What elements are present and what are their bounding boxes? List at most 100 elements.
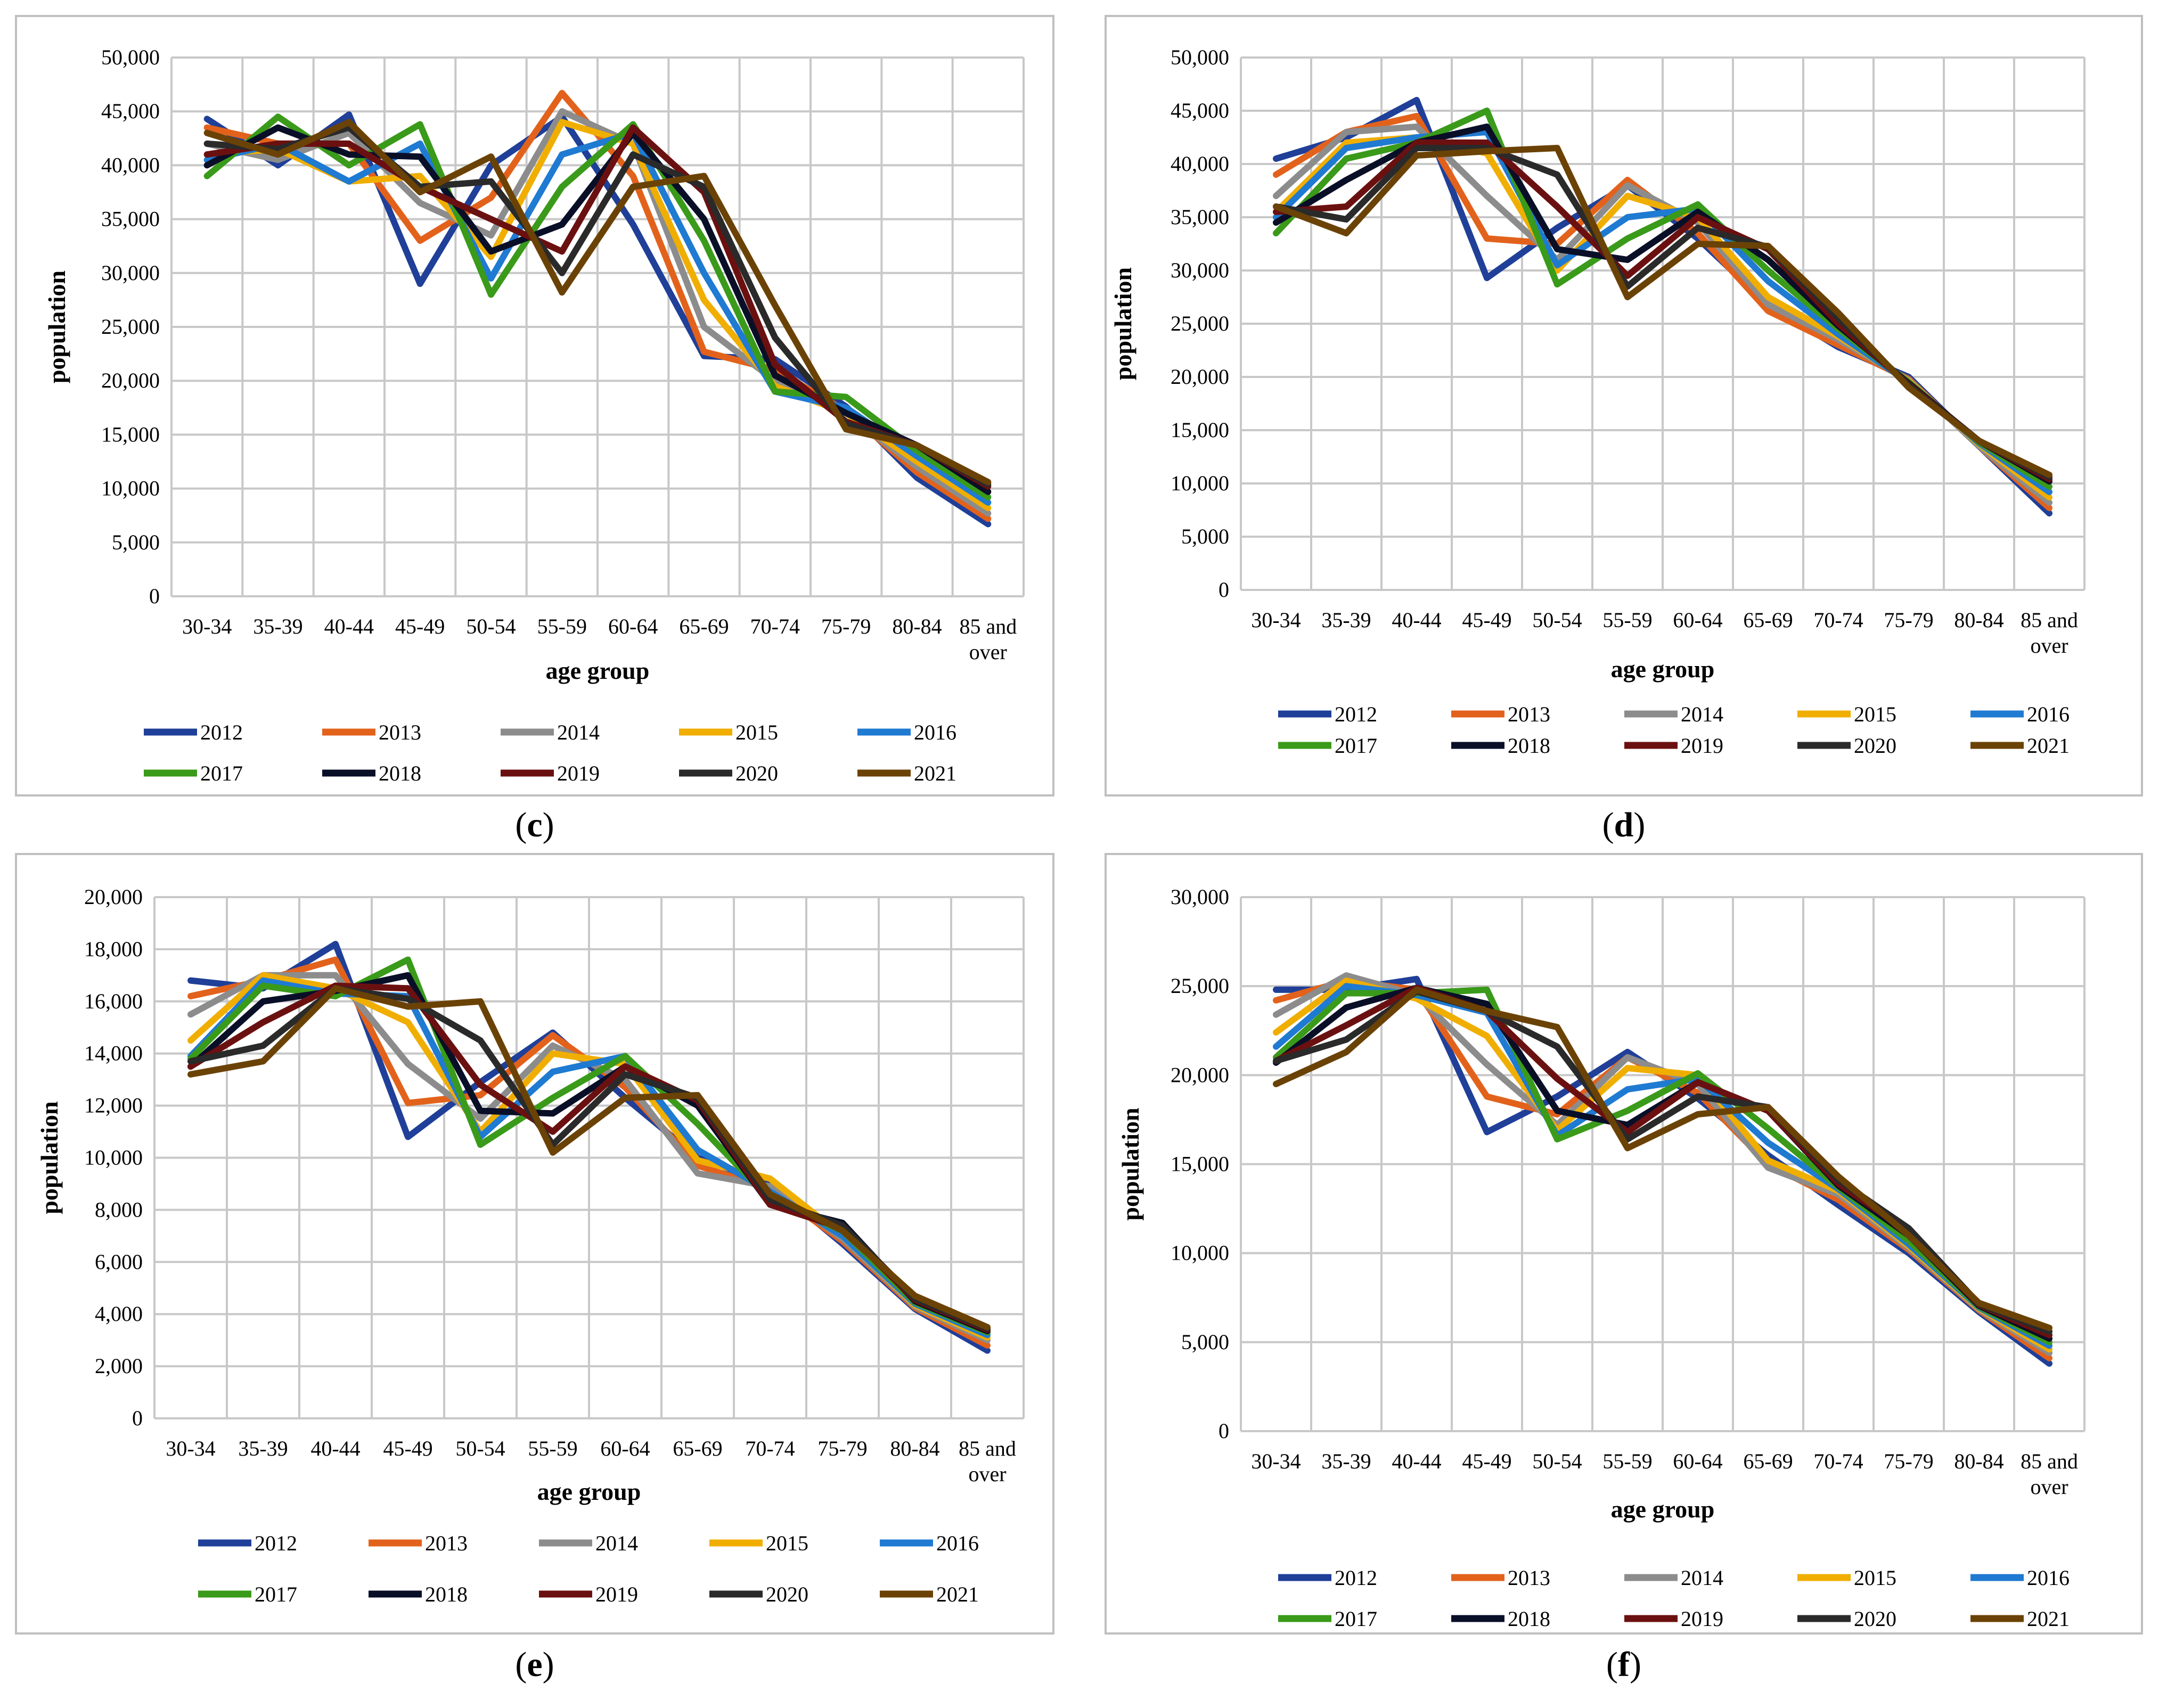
- y-tick-label: 5,000: [112, 530, 160, 554]
- x-tick-label: 80-84: [892, 614, 942, 638]
- y-tick-label: 0: [1218, 578, 1229, 602]
- panel-caption: (e): [515, 1645, 554, 1684]
- legend-item-2016: 2016: [880, 1531, 979, 1555]
- legend-item-2018: 2018: [1451, 734, 1550, 758]
- panel-letter: e: [527, 1645, 542, 1684]
- legend-label: 2017: [200, 761, 243, 785]
- x-tick-label: 75-79: [1884, 608, 1933, 632]
- legend-label: 2018: [1508, 734, 1550, 758]
- y-tick-label: 30,000: [101, 261, 160, 285]
- legend-label: 2019: [1681, 1607, 1723, 1631]
- x-tick-label: 30-34: [1251, 608, 1301, 632]
- panel-letter: c: [527, 806, 542, 844]
- y-tick-label: 0: [1218, 1419, 1229, 1443]
- y-tick-label: 40,000: [101, 153, 160, 177]
- y-tick-label: 45,000: [1171, 98, 1229, 122]
- chart-frame: [1105, 15, 2143, 796]
- x-tick-label: 60-64: [600, 1436, 650, 1460]
- x-tick-label: 55-59: [1602, 608, 1652, 632]
- legend-item-2015: 2015: [1797, 1566, 1896, 1590]
- chart-frame: [1105, 853, 2143, 1635]
- x-tick-label: 85 and over: [959, 1436, 1016, 1486]
- y-tick-label: 16,000: [84, 989, 143, 1013]
- legend-label: 2014: [595, 1531, 638, 1555]
- legend-label: 2015: [766, 1531, 808, 1555]
- panel-letter: d: [1614, 806, 1634, 844]
- x-axis-title: age group: [1611, 655, 1715, 683]
- series-line-2017: [203, 113, 992, 500]
- x-tick-label: 50-54: [466, 614, 516, 638]
- panel-caption: (f): [1606, 1645, 1641, 1684]
- x-tick-label: 35-39: [238, 1436, 288, 1460]
- legend-item-2012: 2012: [1278, 702, 1377, 726]
- x-tick-label: 40-44: [310, 1436, 360, 1460]
- y-tick-label: 2,000: [95, 1354, 143, 1378]
- legend-label: 2017: [255, 1582, 297, 1606]
- legend-label: 2018: [1508, 1607, 1550, 1631]
- x-tick-label: 40-44: [324, 614, 374, 638]
- x-tick-label: 45-49: [1462, 608, 1511, 632]
- x-axis-title: age group: [1611, 1496, 1715, 1523]
- x-tick-label: 40-44: [1392, 608, 1441, 632]
- y-tick-label: 25,000: [101, 315, 160, 339]
- x-tick-label: 30-34: [166, 1436, 215, 1460]
- series-line-2021: [1273, 986, 2052, 1332]
- y-tick-label: 10,000: [1171, 471, 1229, 495]
- x-axis-title: age group: [546, 657, 650, 684]
- legend-label: 2012: [1335, 1566, 1377, 1590]
- x-tick-label: 75-79: [1884, 1449, 1933, 1473]
- x-tick-label: 70-74: [1813, 1449, 1863, 1473]
- legend-label: 2013: [1508, 1566, 1550, 1590]
- y-tick-label: 4,000: [95, 1302, 143, 1326]
- x-tick-label: 70-74: [1813, 608, 1863, 632]
- y-tick-label: 10,000: [84, 1146, 143, 1170]
- panel-letter: f: [1618, 1645, 1630, 1684]
- y-tick-label: 18,000: [84, 937, 143, 961]
- legend-item-2016: 2016: [1970, 1566, 2070, 1590]
- x-tick-label: 70-74: [745, 1436, 795, 1460]
- x-tick-label: 85 and over: [2021, 608, 2078, 658]
- legend-label: 2019: [557, 761, 600, 785]
- x-tick-label: 35-39: [1321, 1449, 1371, 1473]
- legend-label: 2012: [255, 1531, 297, 1555]
- legend-item-2019: 2019: [1624, 734, 1723, 758]
- y-tick-label: 50,000: [101, 45, 160, 69]
- y-tick-label: 10,000: [101, 477, 160, 500]
- series-line-2018: [203, 124, 992, 495]
- y-tick-label: 20,000: [84, 885, 143, 909]
- y-tick-label: 15,000: [1171, 418, 1229, 442]
- panel-caption: (c): [515, 806, 554, 844]
- x-tick-label: 55-59: [537, 614, 587, 638]
- legend-label: 2018: [379, 761, 421, 785]
- x-tick-label: 65-69: [1743, 1449, 1793, 1473]
- x-tick-label: 35-39: [253, 614, 302, 638]
- series-line-2020: [203, 124, 992, 488]
- y-tick-label: 25,000: [1171, 311, 1229, 335]
- legend-item-2014: 2014: [1624, 702, 1723, 726]
- legend-item-2016: 2016: [857, 720, 956, 744]
- legend-item-2021: 2021: [1970, 734, 2070, 758]
- x-tick-label: 35-39: [1321, 608, 1371, 632]
- y-tick-label: 30,000: [1171, 885, 1229, 909]
- y-axis-title: population: [1117, 1107, 1144, 1220]
- legend-item-2019: 2019: [539, 1582, 638, 1606]
- x-tick-label: 75-79: [817, 1436, 867, 1460]
- x-tick-label: 70-74: [750, 614, 800, 638]
- x-tick-label: 80-84: [1954, 608, 2003, 632]
- x-tick-label: 50-54: [1532, 1449, 1582, 1473]
- legend-item-2014: 2014: [501, 720, 600, 744]
- x-tick-label: 55-59: [528, 1436, 577, 1460]
- legend-label: 2021: [2027, 734, 2070, 758]
- y-tick-label: 5,000: [1181, 1330, 1229, 1354]
- chart-frame: [15, 853, 1054, 1635]
- legend-item-2021: 2021: [1970, 1607, 2070, 1631]
- x-tick-label: 60-64: [608, 614, 658, 638]
- legend-label: 2017: [1335, 734, 1377, 758]
- legend-label: 2020: [735, 761, 778, 785]
- legend-item-2018: 2018: [322, 761, 421, 785]
- x-tick-label: 55-59: [1602, 1449, 1652, 1473]
- x-tick-label: 80-84: [1954, 1449, 2003, 1473]
- x-tick-label: 85 and over: [2021, 1449, 2078, 1499]
- x-axis-title: age group: [537, 1478, 641, 1505]
